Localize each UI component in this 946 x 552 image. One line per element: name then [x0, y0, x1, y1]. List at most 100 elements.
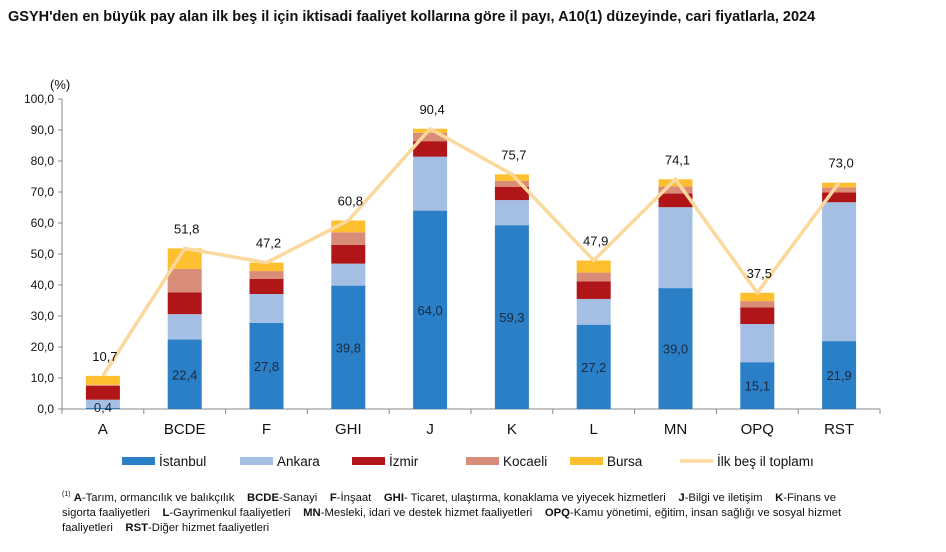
bar-segment-kocaeli: [576, 272, 611, 282]
bar-segment-i̇zmir: [494, 186, 529, 201]
x-tick-label: GHI: [335, 421, 362, 438]
bar-segment-i̇zmir: [413, 141, 448, 157]
bar-segment-ankara: [822, 202, 857, 342]
footnote-text: -Diğer hizmet faaliyetleri: [148, 521, 270, 534]
chart-title: GSYH'den en büyük pay alan ilk beş il iç…: [8, 9, 816, 25]
y-tick-label: 30,0: [31, 309, 55, 323]
legend-swatch-i̇stanbul: [122, 457, 155, 465]
legend-label: İzmir: [389, 454, 419, 469]
bar-segment-i̇stanbul: [576, 324, 611, 409]
bar-data-label: 39,8: [336, 340, 361, 355]
bar-segment-kocaeli: [413, 132, 448, 142]
x-tick-label: F: [262, 421, 271, 438]
bar-segment-i̇stanbul: [167, 339, 202, 409]
footnote-text: -Mesleki, idari ve destek hizmet faaliye…: [320, 506, 533, 519]
bar-segment-ankara: [494, 200, 529, 226]
bar-segment-kocaeli: [85, 384, 120, 386]
footnote-code: K: [775, 491, 784, 504]
bar-segment-i̇zmir: [658, 193, 693, 208]
bar-segment-kocaeli: [740, 301, 775, 308]
bar-segment-kocaeli: [249, 271, 284, 279]
bar-segment-kocaeli: [331, 232, 366, 246]
x-tick-label: BCDE: [164, 421, 206, 438]
bar-segment-i̇stanbul: [85, 407, 120, 409]
x-tick-label: OPQ: [741, 421, 774, 438]
total-line: [101, 126, 841, 377]
bar-segment-ankara: [413, 156, 448, 211]
bar-data-label: 0,4: [94, 400, 112, 415]
y-tick-label: 40,0: [31, 278, 55, 292]
bar-segment-kocaeli: [822, 187, 857, 193]
footnote-code: GHI: [383, 491, 404, 504]
line-data-label: 10,7: [92, 349, 117, 364]
x-tick-label: K: [507, 421, 517, 438]
bar-segment-i̇stanbul: [413, 210, 448, 409]
y-tick-label: 10,0: [31, 371, 55, 385]
footnote-text: -Bilgi ve iletişim: [684, 491, 763, 504]
y-tick-label: 0,0: [37, 402, 54, 416]
line-data-label: 74,1: [665, 152, 690, 167]
bar-segment-i̇zmir: [85, 385, 120, 400]
bar-segment-bursa: [658, 179, 693, 187]
legend-label: İlk beş il toplamı: [717, 454, 814, 469]
line-data-label: 47,2: [256, 236, 281, 251]
bar-segment-ankara: [740, 324, 775, 363]
line-data-label: 60,8: [338, 194, 363, 209]
bar-segment-i̇stanbul: [658, 288, 693, 409]
y-tick-label: 80,0: [31, 154, 55, 168]
y-tick-label: 20,0: [31, 340, 55, 354]
legend-swatch-bursa: [570, 457, 603, 465]
legend-label: Bursa: [607, 454, 643, 469]
legend-label: Kocaeli: [503, 454, 547, 469]
line-data-label: 75,7: [501, 147, 526, 162]
footnote-text: -Kamu yönetimi, eğitim, insan sağlığı ve…: [62, 506, 842, 534]
line-data-label: 73,0: [828, 156, 853, 171]
footnote-text: -Finans ve sigorta faaliyetleri: [62, 491, 836, 519]
footnote-code: BCDE: [246, 491, 279, 504]
bar-segment-bursa: [740, 292, 775, 302]
footnote-code: L: [162, 506, 170, 519]
y-tick-label: 100,0: [24, 92, 54, 106]
footnote: (1) A-Tarım, ormancılık ve balıkçılık BC…: [62, 487, 862, 536]
y-tick-label: 60,0: [31, 216, 55, 230]
y-tick-label: 90,0: [31, 123, 55, 137]
footnote-text: -Sanayi: [279, 491, 318, 504]
bar-segment-ankara: [576, 298, 611, 325]
bar-data-label: 15,1: [745, 379, 770, 394]
line-data-label: 47,9: [583, 234, 608, 249]
bar-segment-i̇zmir: [822, 192, 857, 203]
line-data-label: 51,8: [174, 221, 199, 236]
footnote-code: J: [678, 491, 685, 504]
y-tick-label: 50,0: [31, 247, 55, 261]
footnote-code: A: [73, 491, 82, 504]
bar-segment-kocaeli: [167, 268, 202, 293]
legend-swatch-kocaeli: [466, 457, 499, 465]
footnote-code: RST: [125, 521, 149, 534]
bar-segment-i̇zmir: [576, 281, 611, 299]
legend-label: İstanbul: [159, 454, 206, 469]
bar-segment-bursa: [249, 262, 284, 272]
bar-segment-ankara: [85, 399, 120, 408]
y-tick-label: 70,0: [31, 185, 55, 199]
bar-segment-i̇stanbul: [249, 322, 284, 409]
x-tick-label: A: [98, 421, 108, 438]
bar-segment-i̇stanbul: [822, 341, 857, 409]
bar-segment-bursa: [576, 260, 611, 273]
bar-segment-i̇stanbul: [494, 225, 529, 409]
bar-segment-bursa: [494, 174, 529, 181]
bar-segment-i̇zmir: [249, 278, 284, 294]
x-tick-label: J: [426, 421, 434, 438]
footnote-text: -Tarım, ormancılık ve balıkçılık: [81, 491, 235, 504]
x-tick-label: MN: [664, 421, 687, 438]
legend-swatch-i̇zmir: [352, 457, 385, 465]
bar-data-label: 27,2: [581, 360, 606, 375]
x-tick-label: RST: [824, 421, 854, 438]
footnote-marker: (1): [62, 491, 71, 498]
bar-data-label: 27,8: [254, 359, 279, 374]
footnote-code: OPQ: [544, 506, 570, 519]
bar-segment-bursa: [85, 375, 120, 385]
bar-segment-i̇stanbul: [331, 285, 366, 409]
y-axis-label: (%): [50, 77, 70, 92]
bar-segment-ankara: [249, 293, 284, 323]
bar-segment-kocaeli: [494, 180, 529, 187]
